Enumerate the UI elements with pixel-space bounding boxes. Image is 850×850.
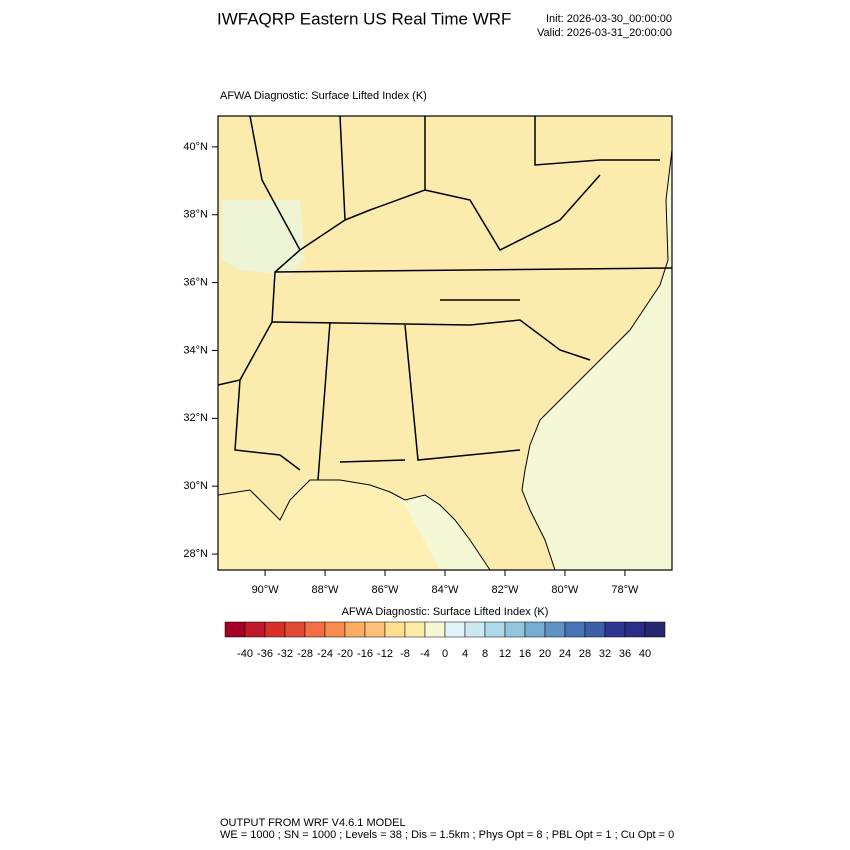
colorbar-label: -36 bbox=[257, 648, 273, 660]
colorbar-box bbox=[484, 621, 506, 638]
colorbar-label: 16 bbox=[519, 648, 531, 660]
colorbar-box bbox=[324, 621, 346, 638]
colorbar-box bbox=[444, 621, 466, 638]
colorbar-box bbox=[384, 621, 406, 638]
colorbar-box bbox=[364, 621, 386, 638]
colorbar-title: AFWA Diagnostic: Surface Lifted Index (K… bbox=[342, 606, 549, 618]
colorbar-label: 20 bbox=[539, 648, 551, 660]
colorbar-box bbox=[524, 621, 546, 638]
colorbar-label: 4 bbox=[462, 648, 468, 660]
x-tick-label: 86°W bbox=[372, 584, 400, 596]
state-borders bbox=[217, 115, 673, 481]
colorbar-box bbox=[284, 621, 306, 638]
footer-line2: WE = 1000 ; SN = 1000 ; Levels = 38 ; Di… bbox=[220, 829, 674, 841]
x-tick-label: 82°W bbox=[491, 584, 519, 596]
colorbar-box bbox=[644, 621, 666, 638]
colorbar-label: -32 bbox=[277, 648, 293, 660]
colorbar-box bbox=[584, 621, 606, 638]
footer-line1: OUTPUT FROM WRF V4.6.1 MODEL bbox=[220, 817, 406, 829]
colorbar-box bbox=[464, 621, 486, 638]
gulf bbox=[218, 480, 440, 570]
map bbox=[217, 115, 673, 571]
green-patch bbox=[222, 200, 305, 275]
colorbar-box bbox=[404, 621, 426, 638]
colorbar-label: -12 bbox=[377, 648, 393, 660]
x-tick-label: 84°W bbox=[431, 584, 459, 596]
y-tick-label: 36°N bbox=[183, 277, 208, 289]
y-tick-label: 28°N bbox=[183, 548, 208, 560]
colorbar-label: 28 bbox=[579, 648, 591, 660]
colorbar-box bbox=[544, 621, 566, 638]
colorbar-label: 40 bbox=[639, 648, 651, 660]
colorbar-label: -24 bbox=[317, 648, 333, 660]
init-time: Init: 2026-03-30_00:00:00 bbox=[546, 13, 672, 25]
colorbar-box bbox=[224, 621, 246, 638]
colorbar-label: -20 bbox=[337, 648, 353, 660]
y-tick-label: 32°N bbox=[183, 412, 208, 424]
colorbar-box bbox=[604, 621, 626, 638]
x-tick-label: 88°W bbox=[312, 584, 340, 596]
colorbar-label: 36 bbox=[619, 648, 631, 660]
colorbar-label: 32 bbox=[599, 648, 611, 660]
y-tick-label: 30°N bbox=[183, 480, 208, 492]
colorbar-label: 8 bbox=[482, 648, 488, 660]
y-tick-label: 34°N bbox=[183, 344, 208, 356]
y-tick-label: 38°N bbox=[183, 209, 208, 221]
colorbar-label: 12 bbox=[499, 648, 511, 660]
colorbar-box bbox=[264, 621, 286, 638]
colorbar-label: 0 bbox=[442, 648, 448, 660]
colorbar-box bbox=[564, 621, 586, 638]
colorbar-label: -28 bbox=[297, 648, 313, 660]
colorbar-label: -40 bbox=[237, 648, 253, 660]
colorbar-label: -8 bbox=[400, 648, 410, 660]
colorbar-box bbox=[304, 621, 326, 638]
valid-time: Valid: 2026-03-31_20:00:00 bbox=[537, 27, 672, 39]
colorbar-box bbox=[244, 621, 266, 638]
colorbar-box bbox=[504, 621, 526, 638]
colorbar-label: -16 bbox=[357, 648, 373, 660]
x-tick-label: 78°W bbox=[611, 584, 639, 596]
y-tick-label: 40°N bbox=[183, 141, 208, 153]
colorbar-box bbox=[344, 621, 366, 638]
colorbar-box bbox=[424, 621, 446, 638]
map-title: AFWA Diagnostic: Surface Lifted Index (K… bbox=[220, 90, 427, 102]
x-tick-label: 90°W bbox=[252, 584, 280, 596]
colorbar-label: 24 bbox=[559, 648, 571, 660]
colorbar-box bbox=[624, 621, 646, 638]
main-title: IWFAQRP Eastern US Real Time WRF bbox=[217, 9, 511, 28]
x-tick-label: 80°W bbox=[551, 584, 579, 596]
colorbar-label: -4 bbox=[420, 648, 430, 660]
